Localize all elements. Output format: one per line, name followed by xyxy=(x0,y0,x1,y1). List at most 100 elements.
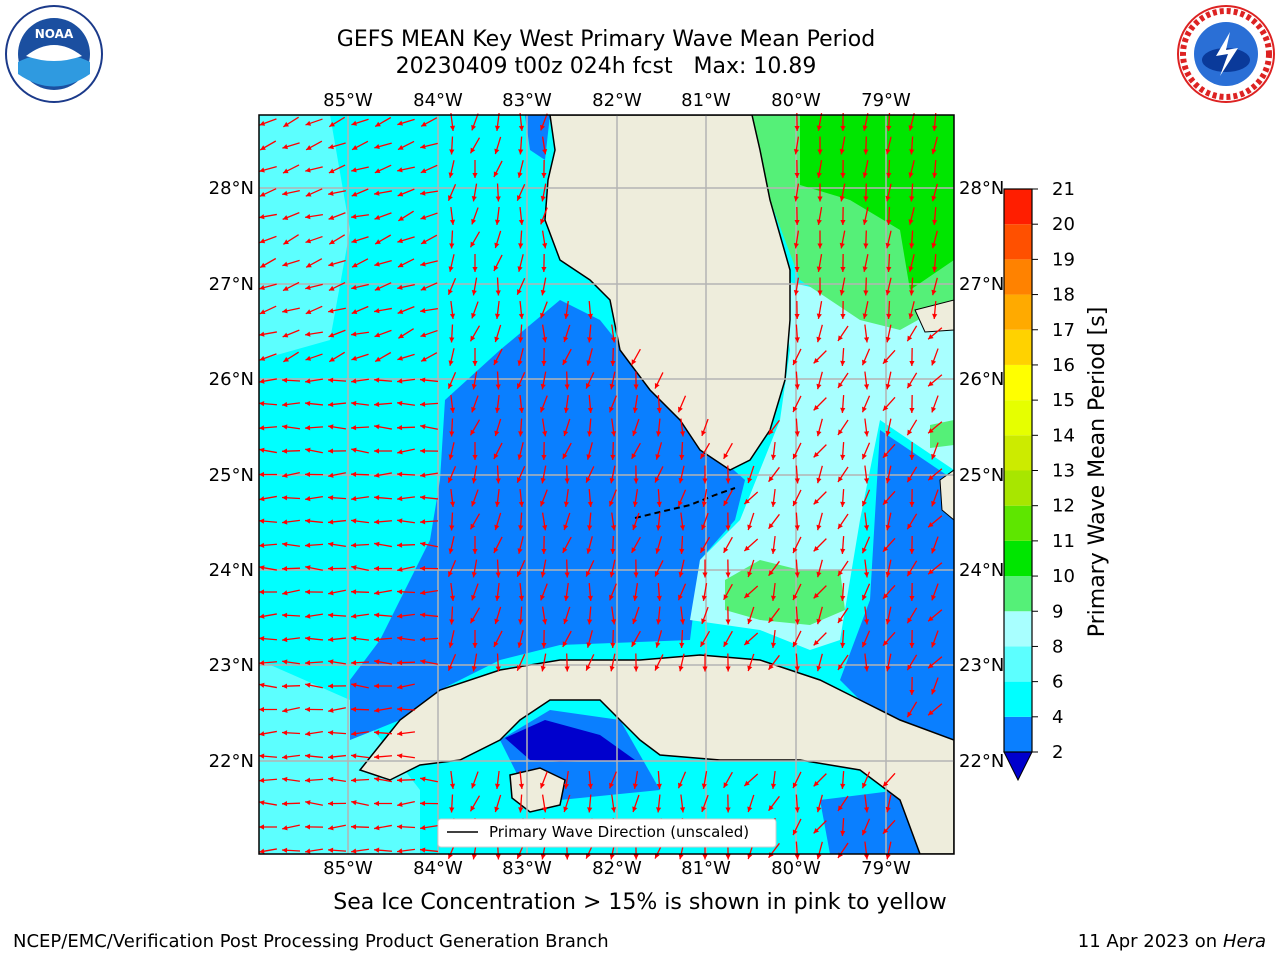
wave-arrow xyxy=(725,465,731,484)
wave-arrow xyxy=(351,258,369,268)
wave-arrow xyxy=(517,442,524,460)
wave-arrow xyxy=(350,425,370,431)
wave-arrow xyxy=(471,183,478,202)
wave-arrow xyxy=(816,418,823,437)
wave-arrow xyxy=(540,113,548,131)
wave-arrow xyxy=(610,629,616,649)
wave-arrow xyxy=(374,776,392,783)
wave-arrow xyxy=(610,324,617,343)
wave-arrow xyxy=(927,515,943,528)
wave-arrow xyxy=(723,583,733,601)
wave-arrow xyxy=(699,536,711,554)
wave-arrow xyxy=(931,489,939,507)
wave-arrow xyxy=(793,277,800,296)
colorbar-segment xyxy=(1004,329,1032,365)
wave-arrow xyxy=(885,606,892,625)
wave-arrow xyxy=(259,331,277,337)
wave-arrow xyxy=(258,660,278,666)
wave-arrow xyxy=(927,421,943,434)
wave-arrow xyxy=(909,535,915,555)
wave-arrow xyxy=(419,494,439,501)
wave-arrow xyxy=(494,488,501,508)
wave-arrow xyxy=(305,166,323,173)
wave-arrow xyxy=(540,465,547,484)
wave-arrow xyxy=(420,190,438,196)
wave-arrow xyxy=(927,609,943,622)
wave-arrow xyxy=(770,535,777,555)
wave-arrow xyxy=(886,112,892,132)
wave-arrow xyxy=(586,536,593,554)
wave-arrow xyxy=(679,535,685,555)
wave-arrow xyxy=(816,653,823,672)
wave-arrow xyxy=(541,136,548,155)
wave-arrow xyxy=(747,465,755,484)
wave-arrow xyxy=(259,283,277,291)
wave-arrow xyxy=(374,448,392,454)
wave-arrow xyxy=(328,142,346,150)
wave-arrow xyxy=(840,300,846,320)
wave-arrow xyxy=(633,559,639,578)
wave-arrow xyxy=(725,512,731,531)
wave-arrow xyxy=(516,184,526,201)
wave-arrow xyxy=(420,776,438,783)
wave-arrow xyxy=(493,160,503,178)
wave-arrow xyxy=(495,371,501,390)
field-4-6-east xyxy=(840,430,954,740)
wave-arrow xyxy=(281,636,301,643)
wave-arrow xyxy=(420,212,438,220)
wave-arrow xyxy=(397,683,415,690)
wave-arrow xyxy=(517,348,524,366)
wave-arrow xyxy=(863,794,870,813)
wave-arrow xyxy=(350,730,370,737)
wave-arrow xyxy=(374,116,392,128)
wave-arrow xyxy=(282,824,300,831)
wave-arrow xyxy=(305,848,323,854)
wave-arrow xyxy=(517,160,524,178)
colorbar-tick-label: 17 xyxy=(1052,320,1075,341)
wave-arrow xyxy=(281,377,301,383)
lat-label-right: 23°N xyxy=(959,655,1004,676)
wave-arrow xyxy=(327,683,347,689)
wave-arrow xyxy=(654,372,664,389)
wave-arrow xyxy=(447,183,457,202)
wave-arrow xyxy=(747,606,755,625)
wave-arrow xyxy=(471,583,479,601)
wave-arrow xyxy=(931,183,938,202)
wave-arrow xyxy=(886,206,892,226)
gridlines xyxy=(259,115,954,854)
wave-arrow xyxy=(447,277,457,296)
wave-arrow xyxy=(282,589,300,596)
wave-arrow xyxy=(541,629,547,649)
wave-arrow xyxy=(861,583,871,601)
colorbar-segment xyxy=(1004,364,1032,401)
wave-arrow xyxy=(679,629,685,649)
wave-arrow xyxy=(723,536,733,554)
colorbar-tick-label: 18 xyxy=(1052,285,1075,306)
colorbar-segment xyxy=(1004,505,1032,541)
colorbar-segment xyxy=(1004,294,1032,330)
wave-arrow xyxy=(861,348,871,366)
wave-arrow xyxy=(305,235,323,244)
wave-arrow xyxy=(327,377,347,383)
wave-arrow xyxy=(516,560,526,577)
wave-arrow xyxy=(723,442,733,460)
wave-arrow xyxy=(882,443,896,459)
lon-label-bottom: 80°W xyxy=(771,858,821,879)
wave-arrow xyxy=(397,140,415,151)
wave-arrow xyxy=(563,394,570,414)
wave-arrow xyxy=(837,607,849,624)
wave-arrow xyxy=(471,653,478,672)
wave-arrow xyxy=(540,277,547,296)
wave-arrow xyxy=(909,347,915,367)
wave-arrow xyxy=(494,582,501,602)
wave-arrow xyxy=(816,160,823,178)
wave-arrow xyxy=(396,706,416,712)
field-9-10-straits xyxy=(725,560,845,625)
wave-arrow xyxy=(540,489,548,507)
wave-arrow xyxy=(725,794,731,813)
wave-arrow xyxy=(886,253,892,273)
legend: Primary Wave Direction (unscaled) xyxy=(437,818,777,848)
wave-arrow xyxy=(351,140,369,151)
wave-arrow xyxy=(587,394,593,414)
wave-arrow xyxy=(564,371,570,390)
